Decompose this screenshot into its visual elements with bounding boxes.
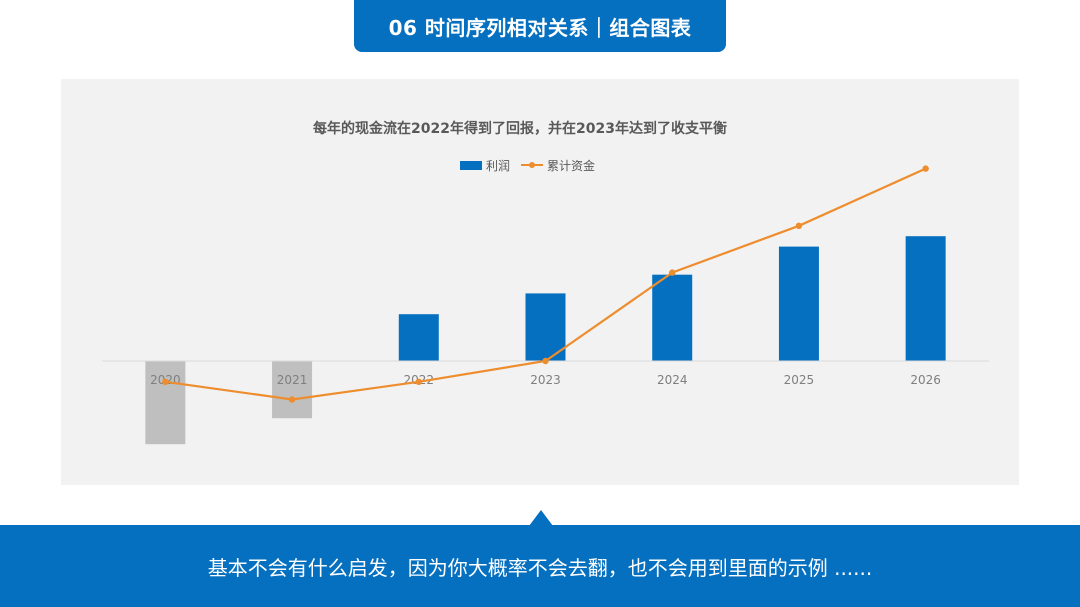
bar-2020 [145,361,186,445]
x-tick-label-2023: 2023 [530,373,561,387]
line-point-2024 [669,269,676,276]
page-title: 06 时间序列相对关系｜组合图表 [354,0,726,52]
bar-2021 [272,361,313,419]
bar-2025 [778,246,819,361]
line-point-2022 [415,378,422,385]
chart-panel: 每年的现金流在2022年得到了回报，并在2023年达到了收支平衡 利润 累计资金… [61,79,1019,485]
footer-notch [529,510,553,526]
line-point-2021 [288,396,296,403]
bar-2022 [398,314,439,361]
footer-bar [0,525,1080,607]
legend-swatch-marker [529,162,535,168]
line-point-2020 [162,378,169,385]
combo-chart: 每年的现金流在2022年得到了回报，并在2023年达到了收支平衡 利润 累计资金… [102,120,989,445]
x-tick-label-2026: 2026 [910,373,941,387]
line-point-2023 [542,357,549,365]
line-point-2026 [922,165,929,172]
legend-label-line: 累计资金 [547,158,595,173]
x-tick-label-2025: 2025 [784,373,815,387]
bar-2026 [905,236,946,361]
bar-2024 [652,274,693,361]
legend-label-bar: 利润 [486,159,510,173]
bar-2023 [525,293,566,361]
footer-text: 基本不会有什么启发，因为你大概率不会去翻，也不会用到里面的示例 ...... [207,555,873,580]
x-tick-label-2021: 2021 [277,373,308,387]
x-tick-label-2024: 2024 [657,373,688,387]
line-point-2025 [795,222,803,229]
legend-swatch-bar [460,161,482,170]
chart-legend: 利润 累计资金 [460,158,595,173]
chart-title: 每年的现金流在2022年得到了回报，并在2023年达到了收支平衡 [313,120,727,137]
